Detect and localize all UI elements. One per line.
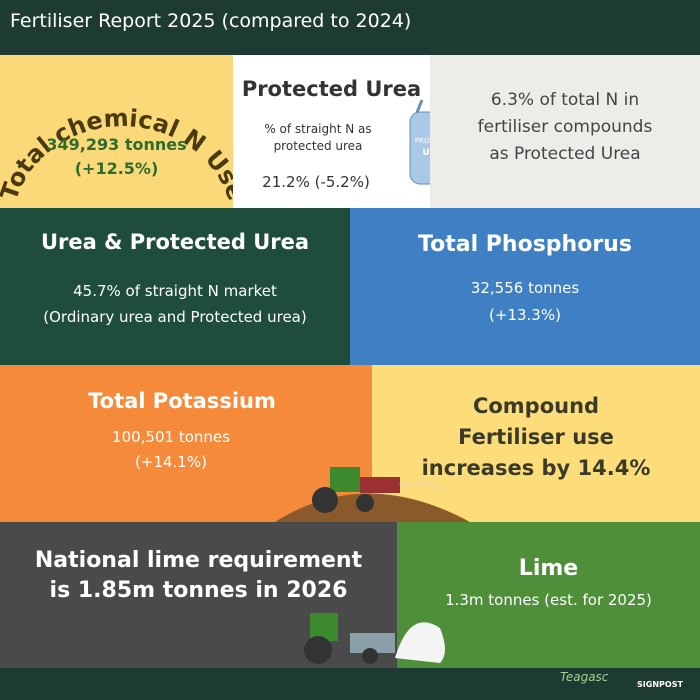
panel-text: (Ordinary urea and Protected urea) [43,308,307,326]
panel-text: (+12.5%) [74,159,159,178]
panel-text: % of straight N as [264,122,372,136]
panel: Total chemical N Use 349,293 tonnes (+12… [0,55,250,208]
panel-text: Compound [472,394,600,418]
panel-text: (+13.3%) [489,306,561,324]
footer-logo: Teagasc [560,670,609,684]
panel-text: fertiliser compounds [477,117,653,137]
panel: Lime 1.3m tonnes (est. for 2025) [397,522,700,668]
panel-text: Fertiliser use [458,425,614,449]
panel: Total Phosphorus 32,556 tonnes (+13.3%) [350,208,700,365]
panel: Protected Urea % of straight N as protec… [233,55,463,208]
panel-title: Protected Urea [241,77,422,101]
panel-title: Total Phosphorus [418,232,632,257]
panel-text: (+14.1%) [135,453,207,471]
tractor-hill [275,467,470,522]
header-title: Fertiliser Report 2025 (compared to 2024… [10,10,412,32]
panel-text: 349,293 tonnes [46,135,187,154]
panel-value: 21.2% (-5.2%) [262,173,370,191]
panel-text: 45.7% of straight N market [73,282,277,300]
lime-tractor [304,613,445,664]
footer-logo: SIGNPOST [637,680,683,689]
panel-text: increases by 14.4% [421,456,651,480]
panel: National lime requirement is 1.85m tonne… [0,522,397,668]
panel-text: 1.3m tonnes (est. for 2025) [445,591,652,609]
arc-title: Total chemical N Use [0,104,250,204]
panel: Urea & Protected Urea 45.7% of straight … [0,208,350,365]
panel-title: Total Potassium [88,389,276,413]
panel-text: 32,556 tonnes [470,279,580,297]
panel-title: Lime [518,556,579,581]
panel: Total Potassium 100,501 tonnes (+14.1%) [0,365,372,522]
panel: 6.3% of total N in fertiliser compounds … [430,55,700,208]
panel-text: as Protected Urea [489,144,641,164]
panel-text: is 1.85m tonnes in 2026 [49,578,348,603]
panel-text: National lime requirement [34,548,363,573]
panel-title: Urea & Protected Urea [40,230,310,254]
panel: Compound Fertiliser use increases by 14.… [372,365,700,522]
panel-text: protected urea [273,139,363,153]
panel-text: 100,501 tonnes [112,428,230,446]
panel-text: 6.3% of total N in [490,90,640,110]
